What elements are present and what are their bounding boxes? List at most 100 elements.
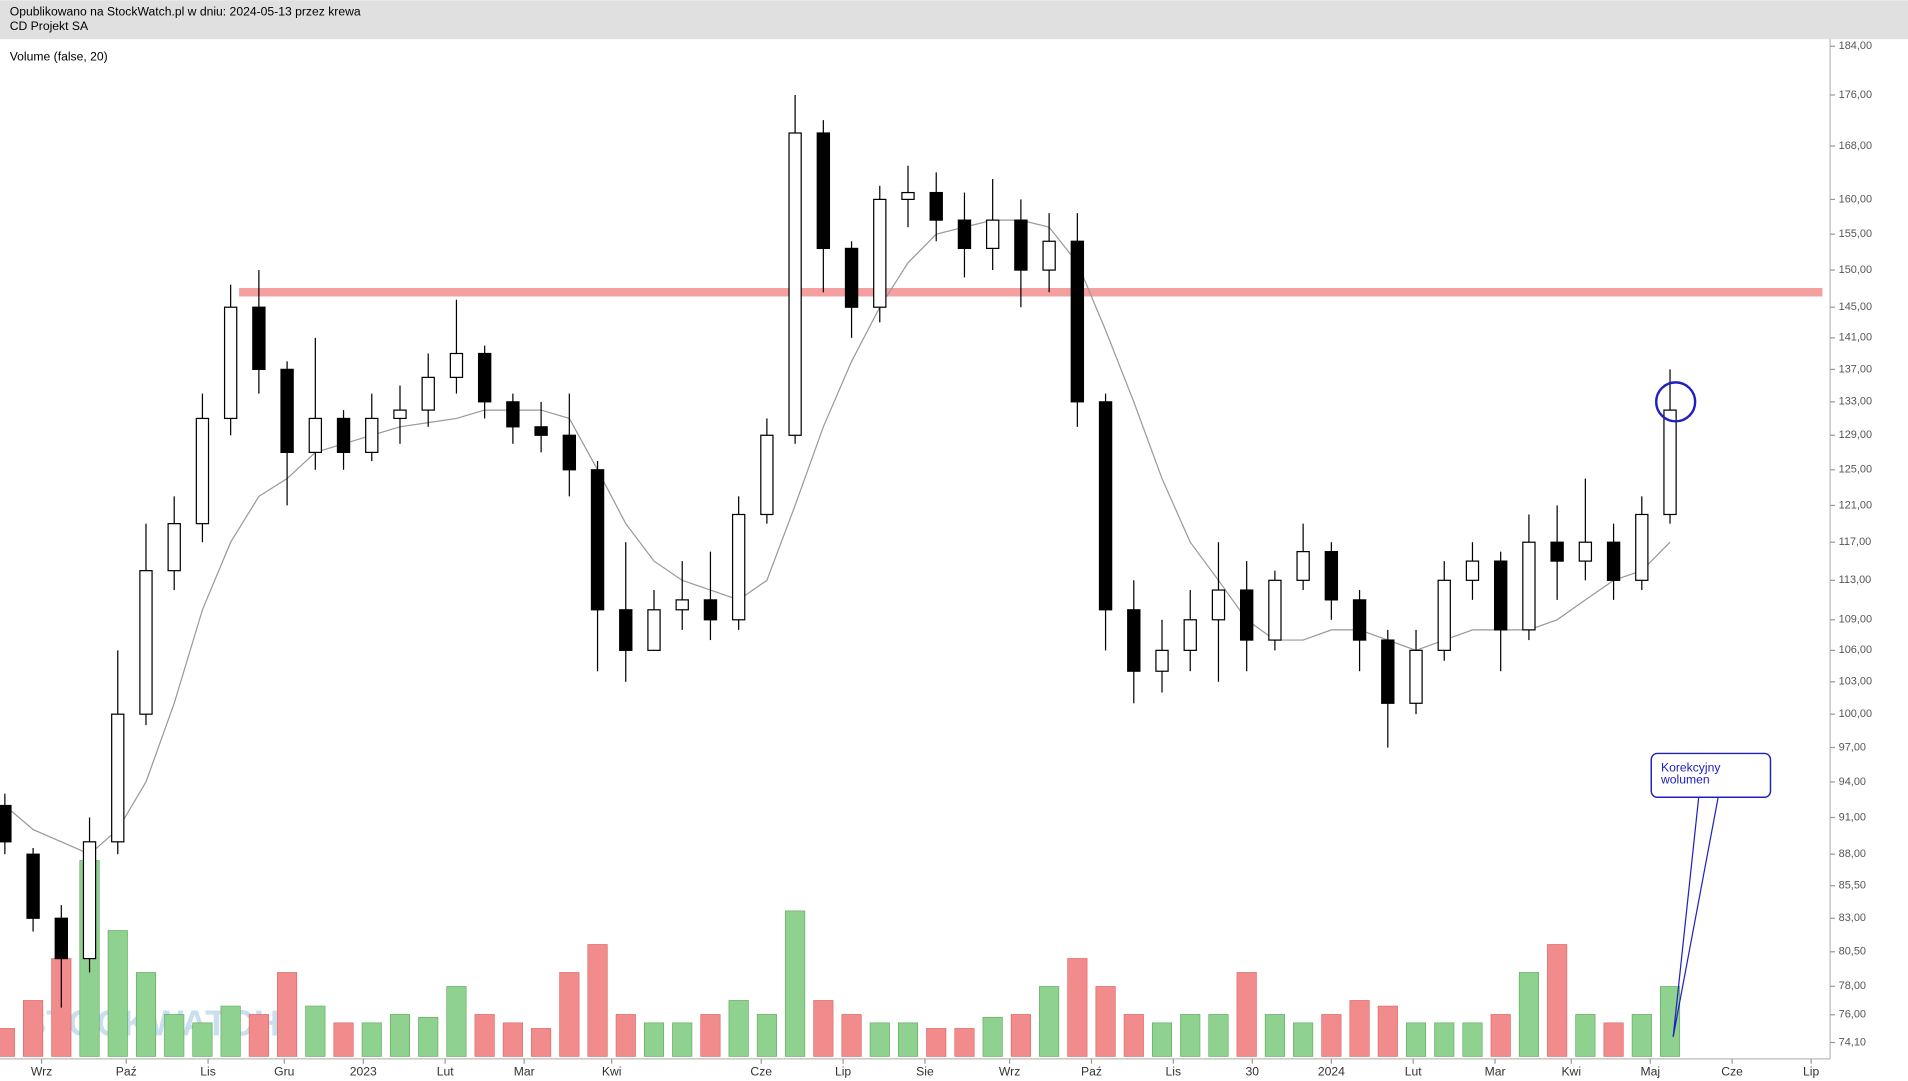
candle-body [1070, 240, 1085, 403]
x-tick-label: Lip [1803, 1064, 1819, 1078]
candle-body [1663, 409, 1677, 516]
y-tick-label: 109,00 [1839, 614, 1872, 626]
volume-bar [1434, 1022, 1455, 1057]
volume-bar [1010, 1014, 1031, 1057]
x-tick-label: Paź [1081, 1064, 1102, 1078]
volume-bar [277, 972, 298, 1057]
candle-body [1409, 649, 1423, 704]
candle-body [816, 132, 831, 250]
volume-bar [1123, 1014, 1144, 1057]
candle-body [760, 434, 774, 516]
volume-bar [502, 1022, 523, 1057]
y-tick-label: 125,00 [1839, 464, 1872, 476]
candle-body [393, 409, 407, 420]
candle-body [0, 804, 12, 843]
candle-body [477, 352, 492, 403]
x-tick-label: Wrz [999, 1064, 1020, 1078]
volume-bar [926, 1028, 947, 1057]
volume-bar [897, 1022, 919, 1057]
volume-bar [1377, 1005, 1398, 1057]
volume-bar [531, 1028, 552, 1057]
candle-body [421, 376, 435, 411]
volume-bar [756, 1014, 777, 1057]
y-tick-label: 129,00 [1839, 429, 1872, 441]
y-tick-label: 168,00 [1839, 140, 1872, 152]
candle-body [1437, 579, 1451, 651]
volume-bar [700, 1014, 721, 1057]
y-tick-label: 80,50 [1839, 946, 1866, 958]
candle-body [1635, 513, 1649, 581]
y-tick-label: 137,00 [1839, 363, 1872, 375]
candle-body [1465, 560, 1480, 581]
volume-bar [1631, 1014, 1652, 1057]
x-tick-label: 30 [1246, 1064, 1260, 1078]
volume-bar [1349, 1000, 1370, 1057]
volume-bar [615, 1014, 636, 1057]
volume-bar [1293, 1022, 1314, 1057]
y-tick-label: 113,00 [1839, 574, 1872, 586]
candle-body [1550, 541, 1564, 562]
candle-body [788, 132, 802, 436]
candle-body [1606, 541, 1621, 581]
candle-body [308, 417, 323, 453]
volume-bar [220, 1005, 241, 1057]
candle-body [1155, 649, 1169, 672]
candle-body [1493, 560, 1508, 631]
candle-body [1211, 589, 1226, 621]
y-tick-label: 78,00 [1839, 980, 1866, 992]
y-tick-label: 176,00 [1839, 89, 1872, 101]
y-tick-label: 103,00 [1839, 676, 1872, 688]
candle-body [590, 469, 605, 611]
candle-body [139, 570, 153, 715]
volume-bar [869, 1022, 890, 1057]
x-tick-label: Cze [750, 1064, 772, 1078]
volume-bar [305, 1005, 326, 1057]
volume-bar [107, 930, 128, 1057]
volume-bar [1067, 958, 1088, 1057]
candle-body [703, 599, 718, 621]
candle-body [873, 198, 887, 308]
candle-body [223, 306, 238, 420]
annotation-circle [1654, 381, 1697, 423]
y-tick-label: 184,00 [1839, 40, 1872, 52]
header-subtitle: CD Projekt SA [10, 19, 89, 33]
y-tick-label: 97,00 [1839, 741, 1866, 753]
volume-bar [248, 1014, 269, 1057]
candle-body [365, 417, 379, 453]
x-tick-label: Mar [1485, 1064, 1506, 1078]
volume-bar [587, 944, 608, 1057]
volume-bar [1659, 986, 1681, 1057]
volume-bar [1264, 1014, 1285, 1057]
y-tick-label: 91,00 [1839, 811, 1866, 823]
y-tick-label: 133,00 [1839, 396, 1872, 408]
volume-bar [135, 972, 157, 1057]
y-tick-label: 76,00 [1839, 1009, 1866, 1021]
volume-bar [361, 1022, 382, 1057]
candle-body [1127, 609, 1141, 672]
y-tick-label: 106,00 [1839, 644, 1872, 656]
volume-bar [0, 1028, 15, 1057]
volume-bar [841, 1014, 862, 1057]
candle-body [1239, 589, 1254, 641]
volume-bar [418, 1016, 439, 1057]
candle-body [1268, 579, 1282, 641]
y-tick-label: 150,00 [1839, 264, 1872, 276]
volume-bar [1236, 972, 1257, 1057]
candle-body [675, 599, 689, 611]
y-tick-label: 145,00 [1839, 301, 1872, 313]
x-tick-label: Wrz [31, 1064, 52, 1078]
volume-bar [389, 1014, 411, 1057]
candle-body [167, 523, 181, 572]
candle-body [985, 219, 1000, 250]
volume-bar [982, 1016, 1003, 1057]
y-tick-label: 121,00 [1839, 499, 1872, 511]
volume-bar [164, 1014, 185, 1057]
candle-body [26, 853, 40, 919]
candle-body [1578, 541, 1593, 562]
header-title: Opublikowano na StockWatch.pl w dniu: 20… [10, 5, 361, 19]
x-tick-label: 2024 [1318, 1064, 1345, 1078]
candle-body [844, 247, 859, 308]
volume-bar [1575, 1014, 1596, 1057]
candle-body [1352, 599, 1367, 641]
